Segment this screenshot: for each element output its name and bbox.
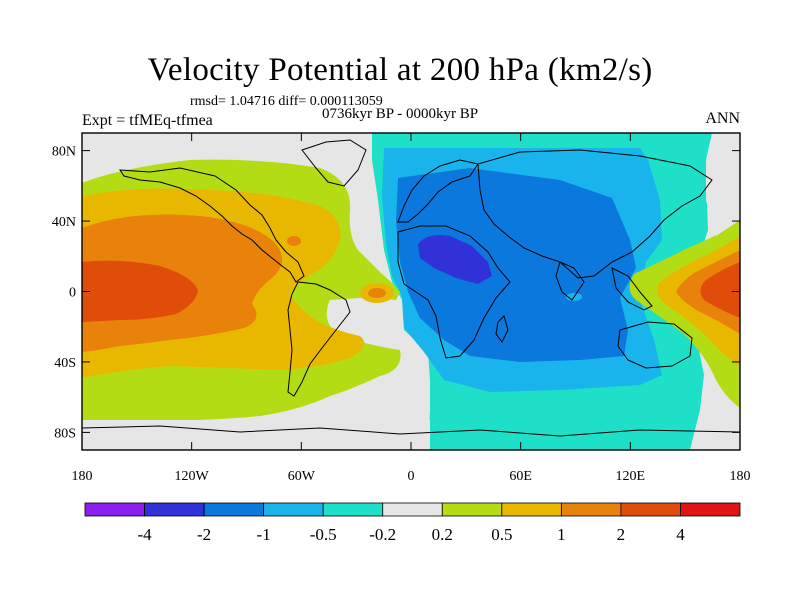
colorbar-label: 4 (676, 525, 685, 544)
contour-pos-2-east (700, 262, 740, 318)
coast-south-america (287, 281, 351, 397)
x-tick-label: 60W (288, 469, 316, 484)
coast-europe (397, 159, 479, 223)
coast-asia (477, 149, 713, 279)
colorbar-label: 0.5 (491, 525, 512, 544)
colorbar-swatch (441, 502, 503, 517)
coast-madagascar (495, 315, 509, 343)
coast-antarctica (82, 425, 740, 437)
contour-pos-1-atlantic (368, 288, 386, 298)
colorbar-swatch (560, 502, 622, 517)
colorbar-swatch (382, 502, 443, 517)
x-axis: 180 120W 60W 0 60E 120E 180 (72, 133, 751, 484)
x-tick-label: 180 (730, 469, 751, 484)
y-tick-label: 80S (54, 426, 76, 441)
coast-north-america (119, 167, 305, 283)
contour-zero-antarctic (82, 420, 430, 450)
colorbar-swatch (620, 502, 681, 517)
colorbar-label: -0.2 (369, 525, 396, 544)
colorbar-swatch (263, 502, 324, 517)
coast-greenland (301, 139, 367, 187)
contour-neg-2 (418, 235, 492, 284)
colorbar-label: 0.2 (432, 525, 453, 544)
colorbar-label: -4 (137, 525, 152, 544)
experiment-label: Expt = tfMEq-tfmea (82, 112, 213, 129)
colorbar-label: -2 (197, 525, 211, 544)
coast-india (555, 261, 585, 301)
x-tick-label: 120W (175, 469, 210, 484)
y-axis: 80N 40N 0 40S 80S (52, 145, 740, 441)
coast-se-asia (611, 267, 653, 311)
colorbar-swatch (144, 502, 205, 517)
contour-field (82, 133, 740, 450)
colorbar-swatch (322, 502, 384, 517)
y-tick-label: 40S (54, 356, 76, 371)
coast-africa (397, 225, 511, 359)
period-line: 0736kyr BP - 0000kyr BP (322, 106, 479, 122)
colorbar-swatch (203, 502, 265, 517)
contour-neg-1 (396, 168, 636, 362)
season-label: ANN (705, 110, 740, 127)
contour-pos-1-blob (287, 236, 301, 246)
chart-title: Velocity Potential at 200 hPa (km2/s) (147, 52, 653, 88)
x-tick-label: 120E (616, 469, 646, 484)
contour-zero-arctic (82, 133, 372, 170)
colorbar: -4 -2 -1 -0.5 -0.2 0.2 0.5 1 2 4 (84, 502, 741, 544)
colorbar-swatch (84, 502, 145, 517)
contour-zero-antarctic-east (690, 408, 740, 450)
y-tick-label: 0 (69, 286, 76, 301)
stats-line: rmsd= 1.04716 diff= 0.000113059 (190, 94, 383, 109)
y-tick-label: 40N (52, 215, 76, 230)
colorbar-swatch (680, 502, 741, 517)
coastlines (82, 139, 740, 437)
colorbar-label: 1 (557, 525, 566, 544)
x-tick-label: 0 (408, 469, 415, 484)
contour-zero-ne (706, 133, 740, 236)
colorbar-label: -0.5 (310, 525, 337, 544)
colorbar-label: 2 (617, 525, 626, 544)
x-tick-label: 60E (509, 469, 532, 484)
coast-australia (617, 321, 693, 369)
colorbar-label: -1 (257, 525, 271, 544)
colorbar-swatch (501, 502, 562, 517)
y-tick-label: 80N (52, 145, 76, 160)
x-tick-label: 180 (72, 469, 93, 484)
contour-pos-2 (82, 260, 198, 322)
